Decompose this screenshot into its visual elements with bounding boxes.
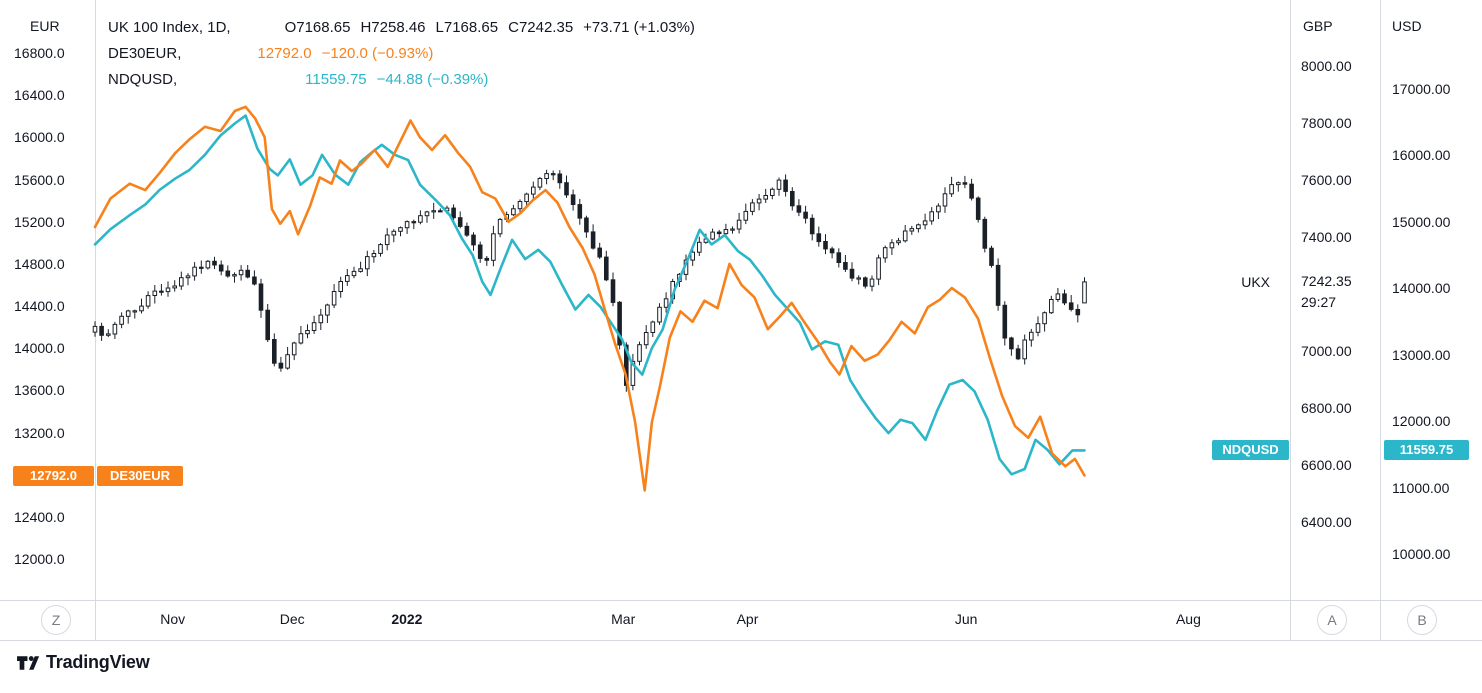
left-axis-separator	[95, 0, 96, 640]
time-tick: 2022	[391, 611, 423, 627]
axis-currency-label-usd: USD	[1392, 18, 1422, 34]
price-tick-gbp: 8000.00	[1301, 58, 1352, 74]
legend-ndqusd-value: 11559.75	[305, 71, 367, 88]
legend-close: C7242.35	[508, 19, 574, 36]
price-tick-eur: 15600.0	[14, 171, 65, 188]
ukx-last-price: 7242.35	[1301, 272, 1352, 289]
gbp-axis-separator	[1290, 0, 1291, 640]
price-tick-gbp: 7600.00	[1301, 172, 1352, 188]
price-tick-usd: 16000.00	[1392, 147, 1451, 164]
time-axis[interactable]: Nov Dec 2022 Mar Apr Jun Aug	[0, 600, 1482, 640]
legend: UK 100 Index, 1D, O7168.65 H7258.46 L716…	[108, 15, 695, 93]
price-tick-eur: 14800.0	[14, 255, 65, 272]
gbp-axis-mode-button[interactable]: A	[1317, 605, 1347, 635]
usd-axis-separator	[1380, 0, 1381, 640]
ukx-bar-countdown: 29:27	[1301, 293, 1337, 310]
legend-de30eur-value: 12792.0	[257, 45, 312, 62]
time-tick: Dec	[279, 611, 305, 627]
price-tick-eur: 16400.0	[14, 87, 65, 104]
price-tick-usd: 10000.00	[1392, 546, 1451, 562]
legend-row-ukx[interactable]: UK 100 Index, 1D, O7168.65 H7258.46 L716…	[108, 15, 695, 41]
price-tick-eur: 15200.0	[14, 213, 65, 230]
price-tick-gbp: 6400.00	[1301, 514, 1352, 530]
price-tick-eur: 14000.0	[14, 340, 65, 357]
ukx-symbol-tag: UKX	[1180, 271, 1280, 292]
chart-bottom-border	[0, 640, 1482, 641]
price-tick-usd: 13000.00	[1392, 346, 1451, 363]
price-tick-gbp: 7000.00	[1301, 343, 1352, 359]
ndqusd-symbol-tag: NDQUSD	[1212, 440, 1289, 461]
usd-axis-mode-button[interactable]: B	[1407, 605, 1437, 635]
time-tick: Apr	[736, 611, 759, 627]
axis-currency-label-eur: EUR	[30, 18, 60, 34]
time-tick: Nov	[160, 611, 186, 627]
legend-row-de30eur[interactable]: DE30EUR, 12792.0 −120.0 (−0.93%)	[108, 41, 695, 67]
legend-open: O7168.65	[284, 19, 351, 36]
price-tick-gbp: 7400.00	[1301, 229, 1352, 245]
price-tick-eur: 16000.0	[14, 129, 65, 146]
legend-change: +73.71 (+1.03%)	[583, 19, 695, 36]
timezone-button[interactable]: Z	[41, 605, 71, 635]
de30eur-price-label: 12792.0	[13, 465, 94, 486]
price-tick-usd: 14000.00	[1392, 280, 1451, 297]
ukx-price-label: 7242.35 29:27	[1291, 269, 1379, 314]
legend-row-ndqusd[interactable]: NDQUSD, 11559.75 −44.88 (−0.39%)	[108, 67, 695, 93]
price-tick-gbp: 6600.00	[1301, 457, 1352, 473]
price-tick-usd: 17000.00	[1392, 81, 1451, 97]
price-tick-usd: 12000.00	[1392, 413, 1451, 430]
price-tick-gbp: 6800.00	[1301, 400, 1352, 416]
legend-symbol-ukx: UK 100 Index, 1D,	[108, 19, 231, 36]
de30eur-symbol-tag: DE30EUR	[97, 465, 183, 486]
price-tick-eur: 14400.0	[14, 298, 65, 315]
legend-low: L7168.65	[435, 19, 499, 36]
chart-canvas[interactable]	[0, 0, 1482, 600]
price-tick-eur: 12000.0	[14, 551, 65, 568]
tradingview-logo-text: TradingView	[46, 652, 150, 672]
legend-de30eur-change: −120.0 (−0.93%)	[321, 45, 434, 62]
time-tick: Mar	[611, 611, 636, 627]
time-tick: Aug	[1175, 611, 1201, 627]
legend-symbol-ndqusd: NDQUSD,	[108, 71, 178, 88]
legend-symbol-de30eur: DE30EUR,	[108, 45, 182, 62]
price-tick-eur: 12400.0	[14, 508, 65, 525]
ndqusd-price-label: 11559.75	[1384, 440, 1469, 461]
time-tick: Jun	[954, 611, 978, 627]
tradingview-logo[interactable]: TradingView	[16, 650, 150, 675]
price-tick-usd: 15000.00	[1392, 213, 1451, 230]
price-tick-eur: 13200.0	[14, 424, 65, 441]
price-tick-usd: 11000.00	[1392, 479, 1450, 496]
price-tick-gbp: 7800.00	[1301, 115, 1352, 131]
axis-currency-label-gbp: GBP	[1303, 18, 1333, 34]
time-axis-separator	[0, 600, 1482, 601]
tradingview-logo-icon	[17, 656, 40, 670]
legend-ndqusd-change: −44.88 (−0.39%)	[376, 71, 489, 88]
legend-high: H7258.46	[360, 19, 426, 36]
price-tick-eur: 13600.0	[14, 382, 65, 399]
price-tick-eur: 16800.0	[14, 45, 65, 61]
